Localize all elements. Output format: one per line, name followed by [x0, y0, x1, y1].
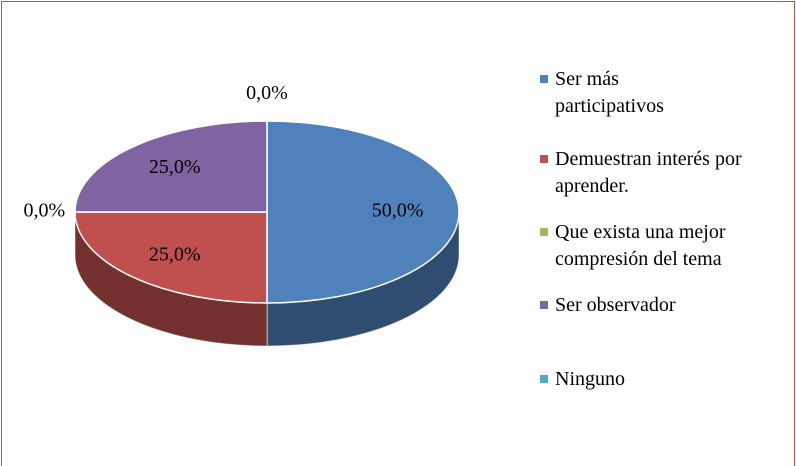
legend-swatch — [540, 75, 548, 83]
legend-swatch — [540, 301, 548, 309]
legend-swatch — [540, 155, 548, 163]
pie-slice — [266, 120, 460, 304]
data-label: 50,0% — [372, 200, 424, 222]
data-label: 25,0% — [149, 243, 201, 265]
legend-swatch — [540, 228, 548, 236]
data-label: 0,0% — [246, 82, 288, 104]
data-label: 25,0% — [149, 156, 201, 178]
legend-label: Ninguno — [555, 368, 625, 390]
pie-slice — [74, 211, 268, 304]
legend-label: Ser observador — [555, 294, 676, 316]
data-label: 0,0% — [23, 200, 65, 222]
legend-label: Que exista una mejor compresión del tema — [555, 221, 726, 270]
side-shade — [75, 212, 267, 346]
side-shade — [267, 212, 459, 346]
legend-label: Ser más participativos — [555, 68, 664, 117]
legend-swatch — [540, 375, 548, 383]
legend-label: Demuestran interés por aprender. — [555, 148, 742, 197]
pie-slice — [74, 120, 268, 213]
